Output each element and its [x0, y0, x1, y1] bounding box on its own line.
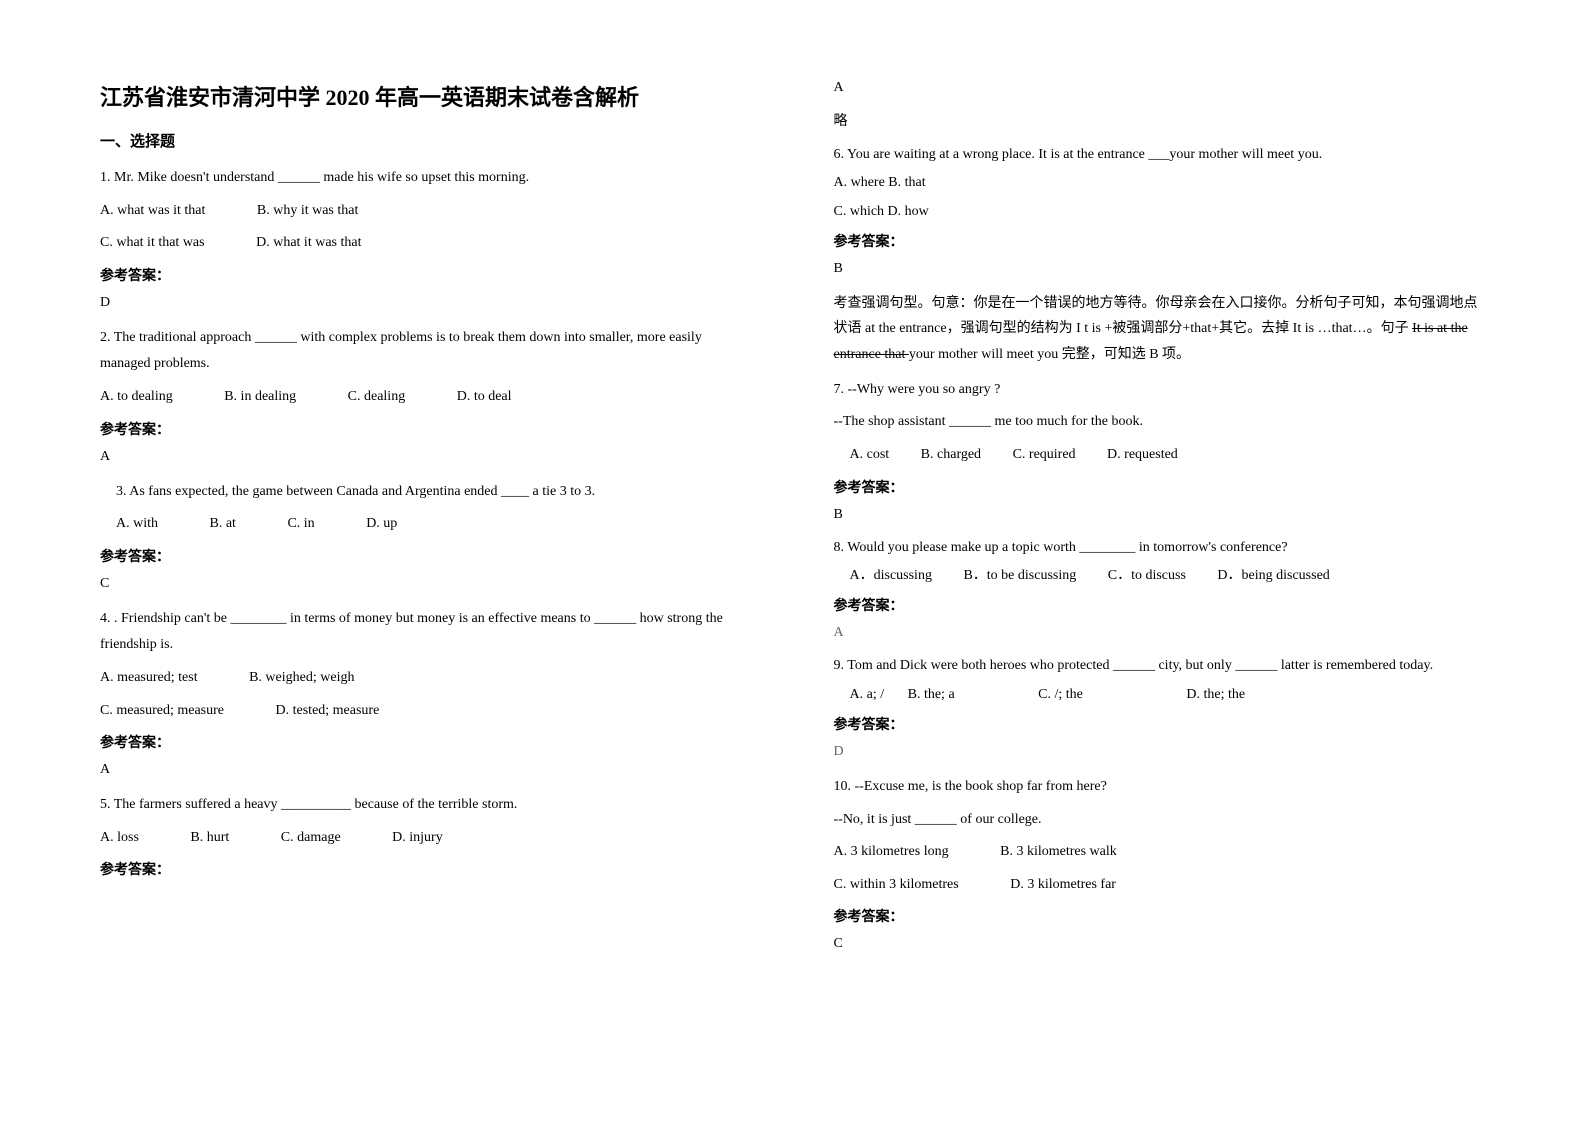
- q1-answer-label: 参考答案：: [100, 265, 754, 285]
- q7-optD: D. requested: [1107, 442, 1178, 469]
- q10-text2: --No, it is just ______ of our college.: [834, 807, 1488, 834]
- q2-optD: D. to deal: [457, 384, 512, 411]
- q3-answer: C: [100, 576, 754, 592]
- q10-options-row1: A. 3 kilometres long B. 3 kilometres wal…: [834, 839, 1488, 866]
- q2-answer-label: 参考答案：: [100, 419, 754, 439]
- q7-optB: B. charged: [921, 442, 981, 469]
- q5-optD: D. injury: [392, 825, 443, 852]
- q8-options: A．discussing B．to be discussing C．to dis…: [834, 565, 1488, 587]
- q4-options-row2: C. measured; measure D. tested; measure: [100, 698, 754, 725]
- q9-text: 9. Tom and Dick were both heroes who pro…: [834, 655, 1488, 677]
- q6-answer-label: 参考答案：: [834, 231, 1488, 251]
- q1-optA: A. what was it that: [100, 198, 205, 225]
- q10-options-row2: C. within 3 kilometres D. 3 kilometres f…: [834, 872, 1488, 899]
- section-heading: 一、选择题: [100, 130, 754, 151]
- q1-answer: D: [100, 295, 754, 311]
- q8-answer: A: [834, 625, 1488, 641]
- q5-text: 5. The farmers suffered a heavy ________…: [100, 792, 754, 819]
- q4-optA: A. measured; test: [100, 665, 198, 692]
- q3-optB: B. at: [210, 511, 236, 538]
- q7-optC: C. required: [1013, 442, 1076, 469]
- q7-text2: --The shop assistant ______ me too much …: [834, 409, 1488, 436]
- q5-optA: A. loss: [100, 825, 139, 852]
- q5-answer-label: 参考答案：: [100, 859, 754, 879]
- q6-lineAB: A. where B. that: [834, 172, 1488, 194]
- q2-optA: A. to dealing: [100, 384, 173, 411]
- q2-answer: A: [100, 449, 754, 465]
- q9-answer: D: [834, 744, 1488, 760]
- q7-answer-label: 参考答案：: [834, 477, 1488, 497]
- q9-optC: C. /; the: [1038, 684, 1083, 706]
- q10-text1: 10. --Excuse me, is the book shop far fr…: [834, 774, 1488, 801]
- q9-answer-label: 参考答案：: [834, 714, 1488, 734]
- page-title: 江苏省淮安市清河中学 2020 年高一英语期末试卷含解析: [100, 80, 754, 112]
- q6-text: 6. You are waiting at a wrong place. It …: [834, 144, 1488, 166]
- q6-exp2-rest: your mother will meet you 完整，可知选 B 项。: [909, 347, 1190, 362]
- q7-options: A. cost B. charged C. required D. reques…: [834, 442, 1488, 469]
- q3-optD: D. up: [366, 511, 397, 538]
- q6-answer: B: [834, 261, 1488, 277]
- q4-optD: D. tested; measure: [276, 698, 380, 725]
- q3-optA: A. with: [116, 511, 158, 538]
- q10-optD: D. 3 kilometres far: [1010, 872, 1116, 899]
- q10-answer: C: [834, 936, 1488, 952]
- q5-optC: C. damage: [281, 825, 341, 852]
- q4-answer-label: 参考答案：: [100, 732, 754, 752]
- q5-options: A. loss B. hurt C. damage D. injury: [100, 825, 754, 852]
- q5-brief: 略: [834, 110, 1488, 130]
- q1-options-row2: C. what it that was D. what it was that: [100, 230, 754, 257]
- q2-optC: C. dealing: [348, 384, 406, 411]
- q2-options: A. to dealing B. in dealing C. dealing D…: [100, 384, 754, 411]
- q10-optA: A. 3 kilometres long: [834, 839, 949, 866]
- q6-explanation: 考查强调句型。句意：你是在一个错误的地方等待。你母亲会在入口接你。分析句子可知，…: [834, 291, 1488, 367]
- left-column: 江苏省淮安市清河中学 2020 年高一英语期末试卷含解析 一、选择题 1. Mr…: [100, 80, 754, 966]
- q3-options: A. with B. at C. in D. up: [100, 511, 754, 538]
- q7-optA: A. cost: [850, 442, 890, 469]
- q8-optC: C．to discuss: [1108, 565, 1186, 587]
- q6-exp1: 考查强调句型。句意：你是在一个错误的地方等待。你母亲会在入口接你。分析句子可知，…: [834, 296, 1478, 336]
- q5-answer: A: [834, 80, 1488, 96]
- q8-text: 8. Would you please make up a topic wort…: [834, 537, 1488, 559]
- q5-optB: B. hurt: [190, 825, 229, 852]
- q8-optD: D．being discussed: [1217, 565, 1329, 587]
- q8-optB: B．to be discussing: [963, 565, 1076, 587]
- q1-optB: B. why it was that: [257, 198, 359, 225]
- q4-options-row1: A. measured; test B. weighed; weigh: [100, 665, 754, 692]
- q10-optC: C. within 3 kilometres: [834, 872, 959, 899]
- q7-text1: 7. --Why were you so angry ?: [834, 377, 1488, 404]
- q9-optD: D. the; the: [1186, 684, 1245, 706]
- q8-optA: A．discussing: [850, 565, 932, 587]
- q2-text: 2. The traditional approach ______ with …: [100, 325, 754, 378]
- q1-optC: C. what it that was: [100, 230, 205, 257]
- q4-text: 4. . Friendship can't be ________ in ter…: [100, 606, 754, 659]
- q7-answer: B: [834, 507, 1488, 523]
- q10-optB: B. 3 kilometres walk: [1000, 839, 1117, 866]
- exam-page: 江苏省淮安市清河中学 2020 年高一英语期末试卷含解析 一、选择题 1. Mr…: [100, 80, 1487, 966]
- q9-optB: B. the; a: [908, 684, 955, 706]
- q3-answer-label: 参考答案：: [100, 546, 754, 566]
- q9-options: A. a; / B. the; a C. /; the D. the; the: [834, 684, 1488, 706]
- q4-optB: B. weighed; weigh: [249, 665, 354, 692]
- q6-lineCD: C. which D. how: [834, 201, 1488, 223]
- q9-optA: A. a; /: [850, 684, 885, 706]
- q10-answer-label: 参考答案：: [834, 906, 1488, 926]
- q1-text: 1. Mr. Mike doesn't understand ______ ma…: [100, 165, 754, 192]
- q4-optC: C. measured; measure: [100, 698, 224, 725]
- q3-text: 3. As fans expected, the game between Ca…: [100, 479, 754, 506]
- q2-optB: B. in dealing: [224, 384, 296, 411]
- q1-optD: D. what it was that: [256, 230, 361, 257]
- q3-optC: C. in: [287, 511, 314, 538]
- q4-answer: A: [100, 762, 754, 778]
- right-column: A 略 6. You are waiting at a wrong place.…: [834, 80, 1488, 966]
- q1-options-row1: A. what was it that B. why it was that: [100, 198, 754, 225]
- q8-answer-label: 参考答案：: [834, 595, 1488, 615]
